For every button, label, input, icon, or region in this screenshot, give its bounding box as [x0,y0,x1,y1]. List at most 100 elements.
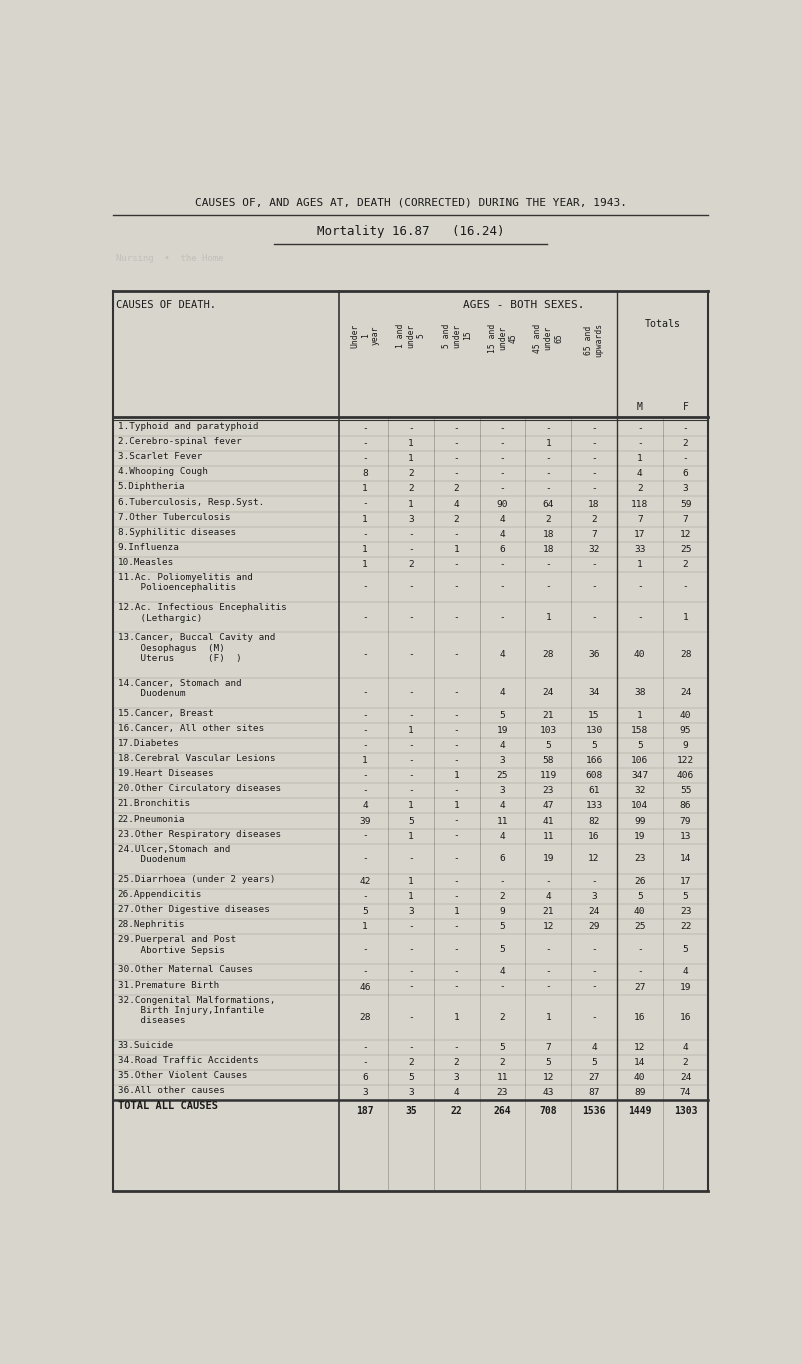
Text: 17.Diabetes: 17.Diabetes [118,739,179,747]
Text: -: - [408,582,414,592]
Text: 7: 7 [591,529,597,539]
Text: 5: 5 [500,945,505,953]
Text: 5: 5 [545,741,551,750]
Text: 33.Suicide: 33.Suicide [118,1041,174,1050]
Text: 61: 61 [588,786,600,795]
Text: -: - [362,854,368,863]
Text: -: - [454,817,460,825]
Text: 34.Road Traffic Accidents: 34.Road Traffic Accidents [118,1056,258,1065]
Text: -: - [362,726,368,735]
Text: 15 and
under
45: 15 and under 45 [488,323,517,352]
Text: 104: 104 [631,802,649,810]
Text: 19: 19 [497,726,508,735]
Text: 25: 25 [497,771,508,780]
Text: -: - [362,967,368,977]
Text: 4: 4 [454,499,460,509]
Text: 5: 5 [545,1058,551,1067]
Text: 55: 55 [680,786,691,795]
Text: 1: 1 [454,907,460,917]
Text: 2: 2 [454,514,460,524]
Text: -: - [637,582,642,592]
Text: 2: 2 [500,1058,505,1067]
Text: 4: 4 [682,1043,689,1052]
Text: -: - [637,439,642,449]
Text: CAUSES OF, AND AGES AT, DEATH (CORRECTED) DURING THE YEAR, 1943.: CAUSES OF, AND AGES AT, DEATH (CORRECTED… [195,198,626,207]
Text: -: - [454,741,460,750]
Text: 11: 11 [542,832,554,840]
Text: -: - [500,612,505,622]
Text: -: - [637,424,642,432]
Text: 3: 3 [454,1073,460,1082]
Text: -: - [454,1043,460,1052]
Text: -: - [362,711,368,720]
Text: 5: 5 [500,922,505,932]
Text: 1: 1 [637,454,642,464]
Text: -: - [408,982,414,992]
Text: 708: 708 [539,1106,557,1116]
Text: 59: 59 [680,499,691,509]
Text: 39: 39 [360,817,371,825]
Text: 106: 106 [631,756,649,765]
Text: 4: 4 [500,741,505,750]
Text: 5.Diphtheria: 5.Diphtheria [118,483,185,491]
Text: 24.Ulcer,Stomach and
    Duodenum: 24.Ulcer,Stomach and Duodenum [118,844,230,865]
Text: -: - [362,945,368,953]
Text: 12: 12 [542,1073,554,1082]
Text: 2: 2 [682,439,689,449]
Text: 1: 1 [408,439,414,449]
Text: -: - [408,756,414,765]
Text: M: M [637,401,642,412]
Text: 16.Cancer, All other sites: 16.Cancer, All other sites [118,724,264,732]
Text: -: - [545,484,551,494]
Text: -: - [362,499,368,509]
Text: 119: 119 [540,771,557,780]
Text: 36: 36 [588,651,600,659]
Text: 1: 1 [454,802,460,810]
Text: 6: 6 [500,854,505,863]
Text: 8: 8 [362,469,368,479]
Text: 14: 14 [680,854,691,863]
Text: -: - [500,439,505,449]
Text: -: - [454,982,460,992]
Text: -: - [362,786,368,795]
Text: 65 and
upwards: 65 and upwards [584,323,604,357]
Text: 13: 13 [680,832,691,840]
Text: 99: 99 [634,817,646,825]
Text: 26.Appendicitis: 26.Appendicitis [118,889,202,899]
Text: 1: 1 [408,726,414,735]
Text: -: - [362,582,368,592]
Text: 11: 11 [497,817,508,825]
Text: Totals: Totals [645,319,681,329]
Text: 14.Cancer, Stomach and
    Duodenum: 14.Cancer, Stomach and Duodenum [118,679,241,698]
Text: 5 and
under
15: 5 and under 15 [442,323,472,348]
Text: 1: 1 [454,1012,460,1022]
Text: 27: 27 [588,1073,600,1082]
Text: -: - [408,544,414,554]
Text: -: - [362,651,368,659]
Text: 2: 2 [500,1012,505,1022]
Text: 4: 4 [500,832,505,840]
Text: -: - [454,945,460,953]
Text: 79: 79 [680,817,691,825]
Text: 2: 2 [682,1058,689,1067]
Text: 5: 5 [682,892,689,902]
Text: -: - [545,559,551,569]
Text: 118: 118 [631,499,649,509]
Text: 23: 23 [634,854,646,863]
Text: 27: 27 [634,982,646,992]
Text: -: - [454,922,460,932]
Text: -: - [591,877,597,885]
Text: -: - [362,832,368,840]
Text: 32.Congenital Malformations,
    Birth Injury,Infantile
    diseases: 32.Congenital Malformations, Birth Injur… [118,996,275,1026]
Text: 87: 87 [588,1088,600,1097]
Text: -: - [500,454,505,464]
Text: -: - [454,439,460,449]
Text: -: - [408,424,414,432]
Text: 1: 1 [362,756,368,765]
Text: 32: 32 [588,544,600,554]
Text: 158: 158 [631,726,649,735]
Text: 41: 41 [542,817,554,825]
Text: 1: 1 [637,559,642,569]
Text: 17: 17 [634,529,646,539]
Text: 23.Other Respiratory diseases: 23.Other Respiratory diseases [118,829,280,839]
